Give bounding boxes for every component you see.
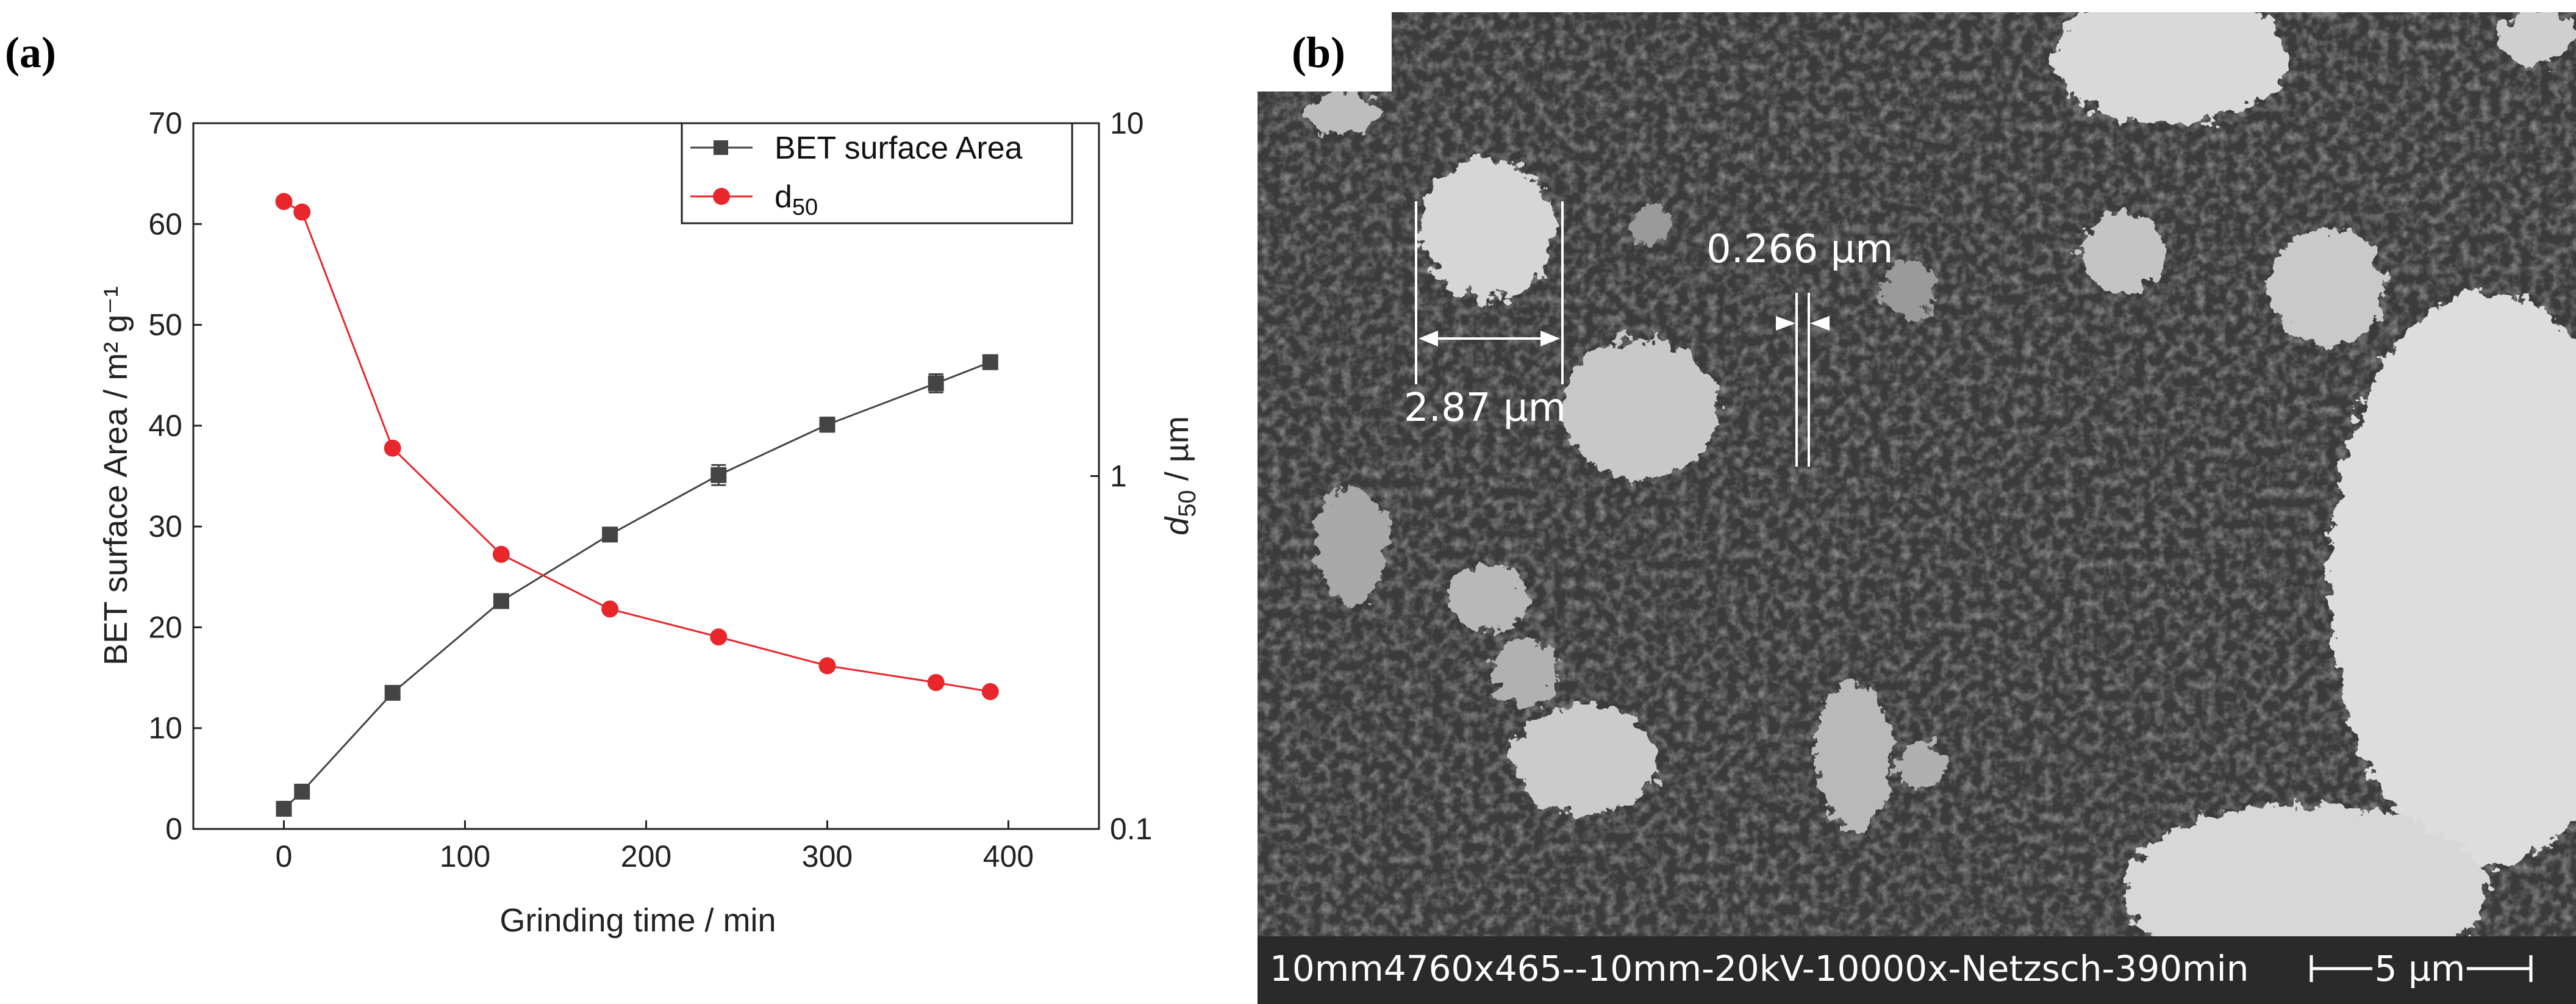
scale-bar-label: 5 µm (2375, 948, 2466, 989)
left-y-tick-label: 50 (148, 308, 182, 342)
legend-label-d50: d50 (775, 179, 818, 220)
sem-particle (2500, 12, 2574, 64)
data-point-bet (384, 684, 401, 701)
right-y-tick-label: 1 (1110, 459, 1127, 493)
data-point-bet (602, 526, 618, 543)
x-tick-label: 400 (983, 839, 1034, 873)
legend-label-bet: BET surface Area (775, 131, 1023, 166)
panel-a-label: (a) (5, 28, 56, 77)
sem-particle (1512, 705, 1659, 814)
legend-marker-bet (714, 140, 728, 155)
measurement-label-0-266: 0.266 µm (1706, 227, 1894, 272)
left-y-axis-title: BET surface Area / m² g⁻¹ (98, 286, 134, 665)
data-point-bet (982, 354, 998, 370)
right-y-axis-ticks: 0.1 1 10 (1090, 106, 1153, 846)
sem-particle (1631, 204, 1674, 247)
x-tick-label: 200 (621, 839, 671, 873)
sem-particle (1561, 339, 1720, 479)
sem-particle (1305, 91, 1378, 134)
data-point-bet (294, 783, 310, 800)
data-point-d50 (601, 600, 619, 618)
plot-frame (192, 122, 1100, 830)
sem-particle (1421, 159, 1555, 299)
sem-particle (2080, 213, 2165, 293)
data-point-d50 (710, 628, 728, 646)
x-tick-label: 0 (276, 839, 293, 873)
data-point-bet (710, 467, 727, 483)
left-y-tick-label: 0 (165, 812, 182, 846)
x-tick-label: 300 (802, 839, 853, 873)
left-y-tick-label: 20 (148, 610, 182, 644)
panel-b-label-backdrop (1258, 0, 1392, 91)
right-y-tick-label: 0.1 (1110, 812, 1153, 846)
scale-bar (2309, 955, 2533, 982)
sem-image-panel-b: 2.87 µm 0.266 µm 10mm4760x465--10mm-20kV… (1258, 12, 2576, 1004)
sem-particle (1314, 485, 1387, 601)
left-y-tick-label: 30 (148, 509, 182, 543)
data-point-d50 (981, 683, 999, 700)
measurement-label-2-87: 2.87 µm (1404, 385, 1566, 431)
left-y-axis-ticks: 0 10 20 30 40 50 60 70 (148, 106, 202, 846)
x-tick-label: 100 (440, 839, 490, 873)
data-point-bet (928, 375, 944, 392)
series-points (275, 193, 999, 817)
legend-entry-bet: BET surface Area (690, 131, 1023, 166)
sem-particle (1897, 741, 1945, 790)
data-point-d50 (927, 673, 945, 691)
left-y-tick-label: 10 (148, 711, 182, 745)
sem-particle (1491, 640, 1558, 708)
data-point-d50 (818, 657, 836, 675)
data-point-d50 (275, 193, 293, 210)
right-y-tick-label: 10 (1110, 106, 1144, 140)
data-point-bet (493, 593, 509, 609)
sem-particle (1448, 564, 1528, 631)
x-axis-ticks: 0 100 200 300 400 (276, 820, 1034, 873)
chart-panel-a: 0 100 200 300 400 0 10 20 30 40 50 60 70 0.1 1 10 Gri… (98, 106, 1201, 939)
sem-particles (1305, 12, 2576, 976)
series-lines (283, 201, 991, 810)
sem-particle (1881, 262, 1936, 317)
legend-entry-d50: d50 (690, 179, 818, 220)
left-y-tick-label: 60 (148, 207, 182, 241)
sem-info-text: 10mm4760x465--10mm-20kV-10000x-Netzsch-3… (1270, 948, 2249, 989)
x-axis-title: Grinding time / min (499, 902, 776, 939)
data-point-d50 (384, 439, 401, 457)
data-point-bet (276, 800, 292, 817)
legend-marker-d50 (713, 188, 730, 205)
panel-b-label: (b) (1292, 28, 1345, 77)
sem-particle (2122, 805, 2488, 976)
series-line-bet (283, 361, 991, 810)
right-y-axis-title: d50 / µm (1159, 416, 1201, 536)
legend-box (681, 122, 1073, 224)
left-y-tick-label: 40 (148, 409, 182, 443)
measurement-0-266 (1776, 293, 1830, 467)
sem-particle (1814, 683, 1894, 830)
sem-particle (2055, 12, 2287, 125)
legend: BET surface Area d50 (681, 122, 1073, 224)
data-point-bet (819, 417, 835, 433)
measurement-2-87 (1415, 201, 1564, 384)
data-point-d50 (492, 545, 510, 563)
data-point-d50 (293, 203, 311, 221)
sem-particle (2269, 229, 2385, 345)
left-y-tick-label: 70 (148, 106, 182, 140)
sem-particle (2330, 293, 2576, 866)
